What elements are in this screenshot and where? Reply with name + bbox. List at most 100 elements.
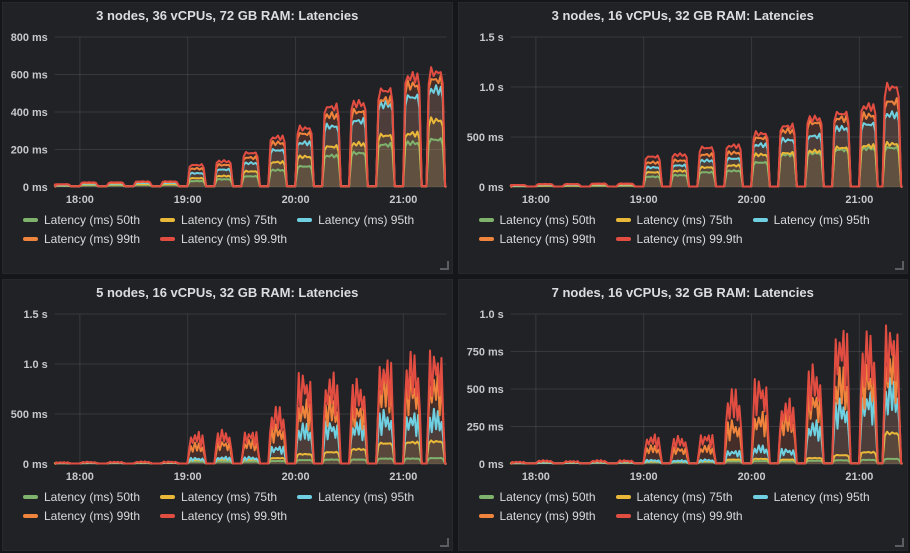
legend-item-label: Latency (ms) 99.9th — [181, 509, 288, 523]
latency-chart-canvas[interactable]: 0 ms 500 ms 1.0 s 1.5 s 18:00 19:00 20:00 21:00 — [459, 27, 908, 207]
y-tick-label: 1.0 s — [479, 82, 503, 94]
y-tick-label: 500 ms — [466, 132, 503, 144]
panel-3-nodes-36-vcpus: 3 nodes, 36 vCPUs, 72 GB RAM: Latencies … — [2, 2, 453, 274]
panel-resize-handle[interactable] — [895, 261, 904, 270]
y-tick-label: 1.5 s — [479, 32, 503, 44]
latency-chart-canvas[interactable]: 0 ms 250 ms 500 ms 750 ms 1.0 s 18:00 19:00 20:… — [459, 304, 908, 484]
x-tick-label: 18:00 — [521, 471, 549, 483]
series-color-swatch — [160, 514, 176, 518]
x-tick-label: 18:00 — [66, 471, 94, 483]
legend-row: Latency (ms) 99th Latency (ms) 99.9th — [478, 232, 908, 246]
series-color-swatch — [478, 495, 494, 499]
legend-item-latency-ms-99th[interactable]: Latency (ms) 99th — [478, 232, 596, 246]
panel-title[interactable]: 5 nodes, 16 vCPUs, 32 GB RAM: Latencies — [96, 285, 359, 300]
x-tick-label: 19:00 — [629, 194, 657, 206]
series-color-swatch — [478, 218, 494, 222]
x-tick-label: 20:00 — [282, 471, 310, 483]
x-tick-label: 20:00 — [737, 471, 765, 483]
series-color-swatch — [615, 514, 631, 518]
series-fill-4 — [510, 82, 902, 187]
y-tick-label: 0 ms — [478, 459, 503, 471]
series-fill-3 — [54, 75, 446, 187]
series-fill-1 — [54, 117, 446, 187]
series-fill-2 — [511, 378, 902, 464]
series-line-4 — [510, 324, 903, 465]
panel-title[interactable]: 3 nodes, 16 vCPUs, 32 GB RAM: Latencies — [551, 8, 814, 23]
panel-resize-handle[interactable] — [895, 538, 904, 547]
legend-row: Latency (ms) 50th Latency (ms) 75th Latenc… — [478, 213, 908, 227]
x-tick-label: 18:00 — [66, 194, 94, 206]
series-color-swatch — [23, 514, 38, 518]
legend-item-label: Latency (ms) 50th — [44, 213, 141, 227]
x-tick-label: 21:00 — [845, 471, 873, 483]
x-tick-label: 19:00 — [174, 194, 202, 206]
legend-item-latency-ms-99.9th[interactable]: Latency (ms) 99.9th — [615, 509, 743, 523]
y-tick-label: 750 ms — [466, 346, 503, 358]
legend-item-latency-ms-99.9th[interactable]: Latency (ms) 99.9th — [160, 232, 287, 246]
legend-item-label: Latency (ms) 75th — [636, 213, 733, 227]
y-tick-label: 600 ms — [11, 69, 48, 81]
legend-row: Latency (ms) 99th Latency (ms) 99.9th — [23, 232, 452, 246]
legend-item-latency-ms-95th[interactable]: Latency (ms) 95th — [752, 490, 870, 504]
panel-3-nodes-16-vcpus: 3 nodes, 16 vCPUs, 32 GB RAM: Latencies … — [457, 2, 908, 274]
legend-item-latency-ms-99th[interactable]: Latency (ms) 99th — [23, 509, 140, 523]
y-tick-label: 0 ms — [23, 459, 48, 471]
chart-legend: Latency (ms) 50th Latency (ms) 75th Latenc… — [23, 490, 452, 523]
series-fill-4 — [55, 350, 446, 464]
y-tick-label: 1.0 s — [23, 359, 47, 371]
series-color-swatch — [160, 237, 176, 241]
legend-item-label: Latency (ms) 99.9th — [636, 509, 743, 523]
chart-legend: Latency (ms) 50th Latency (ms) 75th Latenc… — [478, 490, 908, 523]
x-tick-label: 19:00 — [629, 471, 657, 483]
panel-7-nodes-16-vcpus: 7 nodes, 16 vCPUs, 32 GB RAM: Latencies … — [457, 279, 908, 551]
legend-item-latency-ms-75th[interactable]: Latency (ms) 75th — [615, 213, 733, 227]
legend-item-label: Latency (ms) 50th — [44, 490, 141, 504]
legend-item-label: Latency (ms) 99.9th — [636, 232, 743, 246]
y-tick-label: 1.5 s — [23, 309, 47, 321]
legend-item-label: Latency (ms) 50th — [499, 213, 596, 227]
series-color-swatch — [752, 218, 768, 222]
legend-item-latency-ms-50th[interactable]: Latency (ms) 50th — [478, 213, 596, 227]
panel-resize-handle[interactable] — [439, 538, 449, 547]
series-line-4 — [54, 349, 447, 465]
y-tick-label: 0 ms — [23, 182, 48, 194]
series-fill-3 — [510, 98, 902, 187]
legend-item-latency-ms-50th[interactable]: Latency (ms) 50th — [23, 490, 140, 504]
panel-title[interactable]: 3 nodes, 36 vCPUs, 72 GB RAM: Latencies — [96, 8, 359, 23]
legend-item-latency-ms-75th[interactable]: Latency (ms) 75th — [160, 213, 277, 227]
legend-item-latency-ms-95th[interactable]: Latency (ms) 95th — [297, 490, 414, 504]
legend-item-latency-ms-99.9th[interactable]: Latency (ms) 99.9th — [160, 509, 287, 523]
series-line-4 — [53, 66, 447, 188]
legend-item-label: Latency (ms) 75th — [181, 213, 278, 227]
legend-item-latency-ms-50th[interactable]: Latency (ms) 50th — [23, 213, 140, 227]
x-tick-label: 19:00 — [174, 471, 202, 483]
legend-item-label: Latency (ms) 95th — [318, 213, 415, 227]
panel-title[interactable]: 7 nodes, 16 vCPUs, 32 GB RAM: Latencies — [551, 285, 814, 300]
legend-item-latency-ms-75th[interactable]: Latency (ms) 75th — [615, 490, 733, 504]
y-tick-label: 250 ms — [466, 421, 503, 433]
series-fill-1 — [54, 440, 446, 464]
legend-item-latency-ms-99th[interactable]: Latency (ms) 99th — [478, 509, 596, 523]
legend-item-latency-ms-75th[interactable]: Latency (ms) 75th — [160, 490, 277, 504]
latency-chart-canvas[interactable]: 0 ms 200 ms 400 ms 600 ms 800 ms 18:00 19:00 20… — [3, 27, 452, 207]
series-color-swatch — [297, 495, 313, 499]
legend-item-latency-ms-99.9th[interactable]: Latency (ms) 99.9th — [615, 232, 743, 246]
series-color-swatch — [23, 495, 38, 499]
y-tick-label: 500 ms — [466, 384, 503, 396]
x-tick-label: 21:00 — [389, 471, 417, 483]
latency-chart-canvas[interactable]: 0 ms 500 ms 1.0 s 1.5 s 18:00 19:00 20:00 21:00 — [3, 304, 452, 484]
panel-resize-handle[interactable] — [439, 261, 449, 270]
legend-item-label: Latency (ms) 99th — [44, 232, 141, 246]
y-tick-label: 800 ms — [11, 32, 48, 44]
legend-item-latency-ms-95th[interactable]: Latency (ms) 95th — [752, 213, 870, 227]
series-color-swatch — [160, 218, 176, 222]
series-color-swatch — [615, 218, 631, 222]
legend-item-latency-ms-99th[interactable]: Latency (ms) 99th — [23, 232, 140, 246]
legend-row: Latency (ms) 99th Latency (ms) 99.9th — [478, 509, 908, 523]
legend-item-latency-ms-95th[interactable]: Latency (ms) 95th — [297, 213, 414, 227]
series-fill-4 — [511, 325, 902, 464]
legend-item-label: Latency (ms) 75th — [181, 490, 278, 504]
series-color-swatch — [615, 495, 631, 499]
legend-item-latency-ms-50th[interactable]: Latency (ms) 50th — [478, 490, 596, 504]
